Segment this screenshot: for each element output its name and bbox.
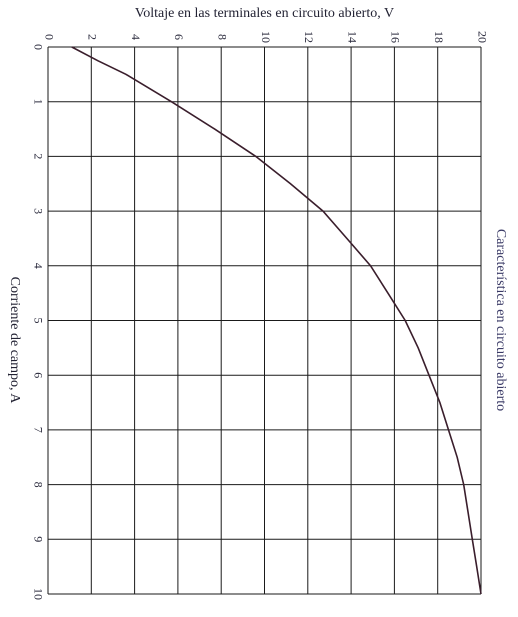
- current-tick-label-2: 2: [31, 153, 45, 159]
- open-circuit-curve: [71, 46, 482, 595]
- voltage-tick-labels: 0 2 4 6 8 10 12 14 16 18 20: [42, 31, 489, 43]
- current-tick-labels: 0 1 2 3 4 5 6 7 8 9 10: [31, 44, 45, 600]
- voltage-axis-label: Voltaje en las terminales en circuito ab…: [135, 6, 394, 21]
- voltage-tick-label-8: 16: [389, 31, 403, 43]
- grid: [47, 46, 482, 595]
- current-tick-label-7: 7: [31, 427, 45, 433]
- voltage-tick-label-6: 12: [302, 31, 316, 43]
- voltage-tick-label-9: 18: [432, 31, 446, 43]
- voltage-tick-label-10: 20: [475, 31, 489, 43]
- current-tick-label-8: 8: [31, 482, 45, 488]
- voltage-tick-label-3: 6: [172, 34, 186, 40]
- current-tick-label-10: 10: [31, 588, 45, 600]
- voltage-tick-label-1: 2: [86, 34, 100, 40]
- voltage-tick-label-2: 4: [129, 34, 143, 40]
- series-label: Característica en circuito abierto: [493, 229, 508, 411]
- voltage-tick-label-7: 14: [345, 31, 359, 43]
- current-tick-label-4: 4: [31, 263, 45, 269]
- current-tick-label-5: 5: [31, 318, 45, 324]
- voltage-tick-label-4: 8: [215, 34, 229, 40]
- voltage-tick-label-0: 0: [42, 34, 56, 40]
- current-tick-label-1: 1: [31, 99, 45, 105]
- current-tick-label-3: 3: [31, 208, 45, 214]
- current-tick-label-0: 0: [31, 44, 45, 50]
- current-tick-label-9: 9: [31, 536, 45, 542]
- voltage-tick-label-5: 10: [259, 31, 273, 43]
- current-axis-label: Corriente de campo, A: [7, 277, 22, 405]
- current-tick-label-6: 6: [31, 372, 45, 378]
